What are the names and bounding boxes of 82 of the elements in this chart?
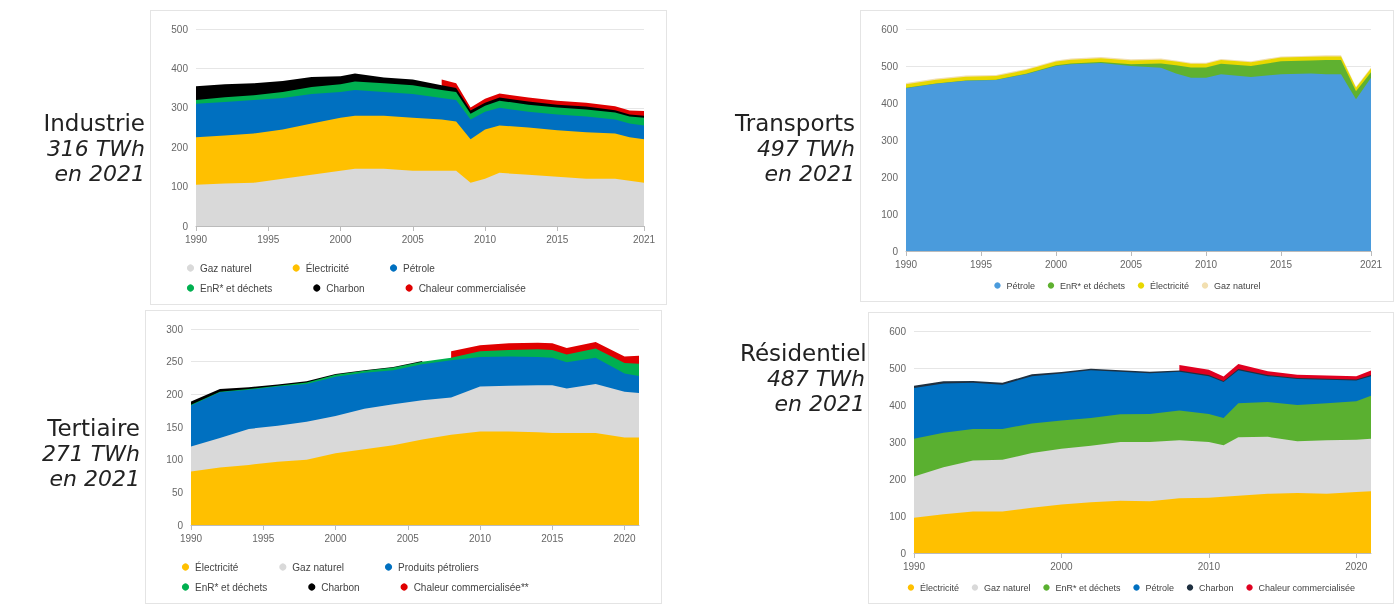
legend-label: Chaleur commercialisée (1258, 582, 1356, 593)
x-tick-label: 1995 (257, 233, 280, 245)
legend-label: Chaleur commercialisée** (413, 581, 529, 593)
y-tick-label: 500 (889, 362, 907, 374)
x-tick-label: 2010 (468, 532, 492, 544)
x-tick-label: 2010 (473, 233, 497, 245)
y-tick-label: 0 (900, 547, 907, 559)
y-tick-label: 100 (881, 208, 899, 220)
legend-label: Pétrole (1006, 280, 1035, 291)
x-tick-label: 1995 (252, 532, 275, 544)
text: Transports (734, 110, 855, 136)
x-tick-label: 2000 (324, 532, 348, 544)
legend-label: Chaleur commercialisée (418, 282, 527, 294)
y-tick-label: 600 (889, 325, 907, 337)
x-tick-label: 2010 (1194, 258, 1218, 270)
y-tick-label: 400 (171, 62, 189, 74)
y-tick-label: 300 (171, 102, 189, 114)
legend-label: EnR* et déchets (1055, 582, 1121, 593)
legend-label: Charbon (1199, 582, 1234, 593)
y-tick-label: 250 (166, 356, 184, 368)
x-tick-label: 2021 (632, 233, 656, 245)
x-tick-label: 1990 (902, 560, 926, 572)
legend-label: EnR* et déchets (195, 581, 268, 593)
legend-label: EnR* et déchets (200, 282, 273, 294)
text: Tertiaire (46, 415, 140, 441)
y-tick-label: 150 (166, 421, 184, 433)
y-tick-label: 300 (881, 134, 899, 146)
y-tick-label: 50 (171, 486, 184, 498)
x-tick-label: 2005 (396, 532, 420, 544)
y-tick-label: 500 (171, 23, 189, 35)
legend-label: Électricité (919, 582, 959, 593)
legend-label: Gaz naturel (200, 262, 252, 274)
y-tick-label: 100 (889, 510, 907, 522)
x-tick-label: 2015 (1269, 258, 1293, 270)
y-tick-label: 200 (166, 388, 184, 400)
x-tick-label: 2020 (613, 532, 637, 544)
x-tick-label: 1990 (179, 532, 203, 544)
y-tick-label: 200 (889, 473, 907, 485)
legend-label: Gaz naturel (983, 582, 1031, 593)
y-tick-label: 0 (177, 519, 184, 531)
x-tick-label: 2010 (1197, 560, 1221, 572)
x-tick-label: 2020 (1345, 560, 1368, 572)
legend-label: Pétrole (1145, 582, 1175, 593)
text: 271 TWh en 2021 (40, 441, 140, 491)
x-tick-label: 1990 (184, 233, 208, 245)
x-tick-label: 2000 (329, 233, 353, 245)
text: Industrie (42, 110, 145, 136)
legend-label: Gaz naturel (1214, 280, 1261, 291)
x-tick-label: 2015 (546, 233, 569, 245)
legend-label: Électricité (1150, 280, 1190, 291)
y-tick-label: 100 (171, 181, 189, 193)
x-tick-label: 2021 (1359, 258, 1383, 270)
x-tick-label: 2005 (1119, 258, 1143, 270)
text: 497 TWh en 2021 (755, 136, 855, 186)
legend-label: Électricité (305, 261, 350, 274)
x-tick-label: 1995 (969, 258, 993, 270)
y-tick-label: 600 (881, 23, 899, 35)
chart-title: Résidentiel (740, 340, 867, 366)
legend-label: Gaz naturel (292, 561, 345, 573)
x-tick-label: 2000 (1050, 560, 1073, 572)
x-tick-label: 1990 (894, 258, 918, 270)
y-tick-label: 200 (881, 171, 899, 183)
legend-label: Électricité (195, 560, 239, 573)
y-tick-label: 400 (889, 399, 907, 411)
x-tick-label: 2015 (541, 532, 564, 544)
y-tick-label: 100 (166, 454, 184, 466)
legend-label: Pétrole (403, 262, 436, 274)
x-tick-label: 2005 (401, 233, 425, 245)
y-tick-label: 400 (881, 97, 899, 109)
text: 316 TWh en 2021 (45, 136, 145, 186)
y-tick-label: 300 (166, 323, 184, 335)
y-tick-label: 0 (892, 245, 899, 257)
legend-label: EnR* et déchets (1059, 280, 1126, 291)
legend-label: Produits pétroliers (398, 561, 479, 573)
y-tick-label: 300 (889, 436, 907, 448)
legend-label: Charbon (326, 282, 365, 294)
x-tick-label: 2000 (1044, 258, 1068, 270)
y-tick-label: 500 (881, 60, 899, 72)
legend-label: Charbon (321, 581, 360, 593)
y-tick-label: 200 (171, 141, 189, 153)
y-tick-label: 0 (182, 220, 189, 232)
text: 487 TWh en 2021 (765, 366, 865, 416)
